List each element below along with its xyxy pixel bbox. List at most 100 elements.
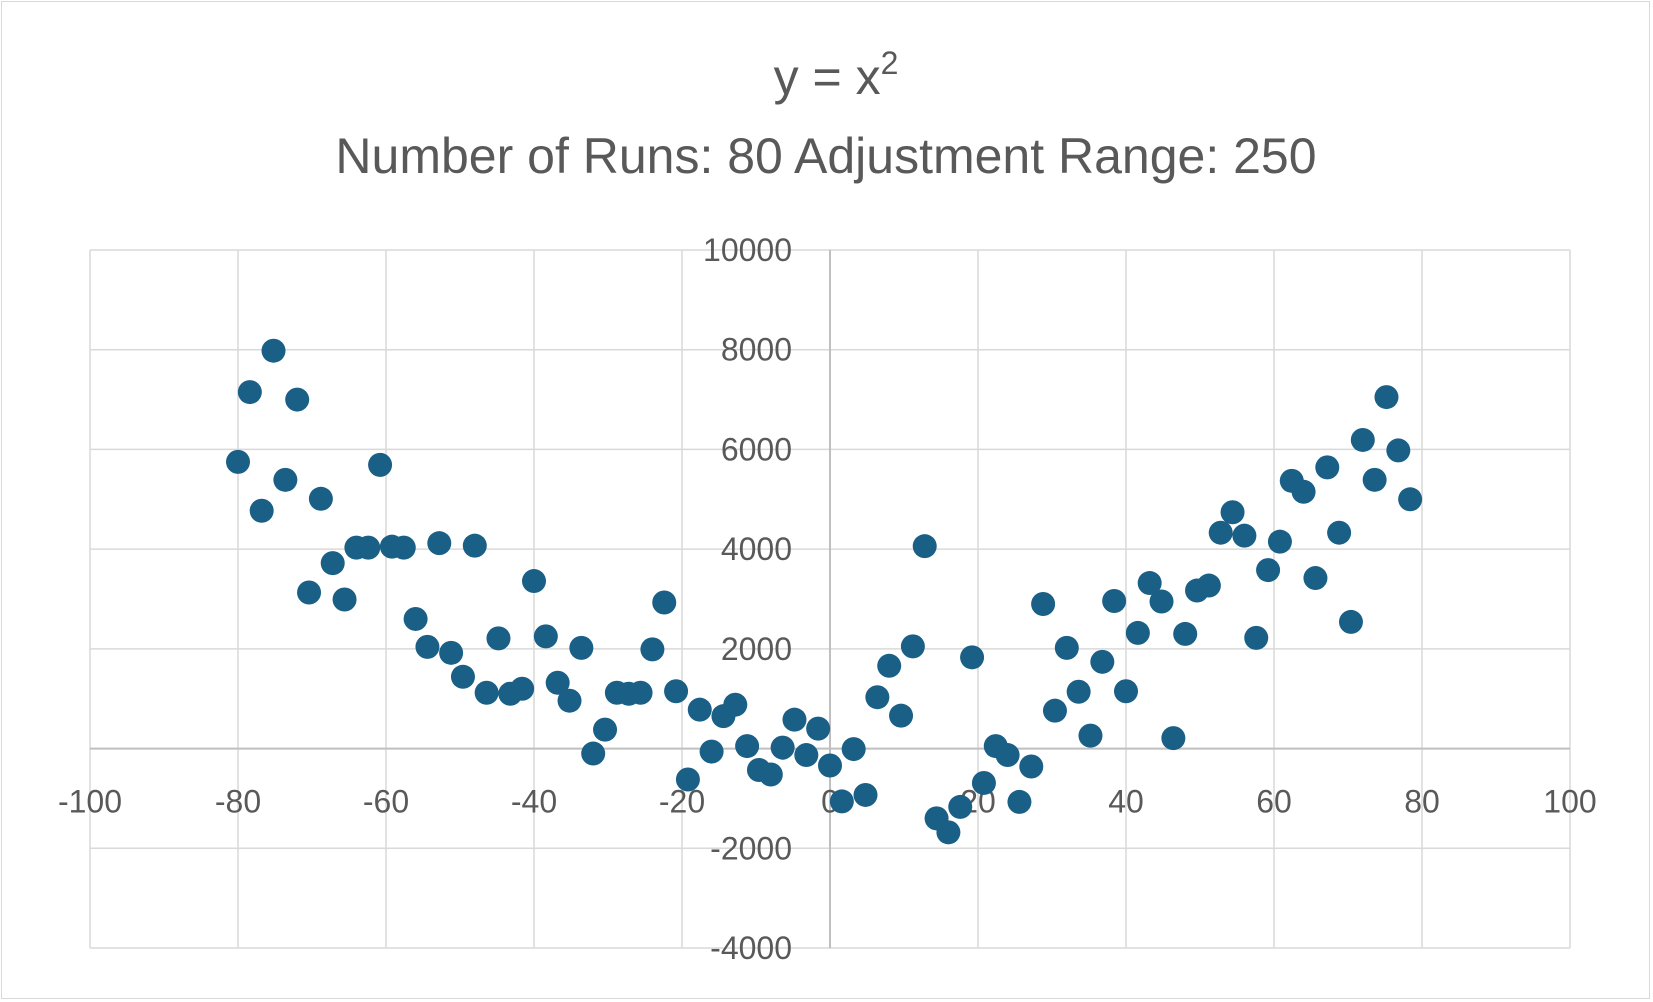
data-point — [1161, 726, 1186, 751]
data-point — [1386, 438, 1411, 463]
y-tick-label: -4000 — [710, 930, 792, 966]
data-point — [569, 635, 594, 660]
data-point — [285, 387, 310, 412]
data-point — [332, 587, 357, 612]
data-point — [853, 782, 878, 807]
x-tick-label: -60 — [363, 784, 409, 820]
data-point — [841, 737, 866, 762]
grid-layer — [89, 249, 1571, 949]
data-point — [1315, 455, 1340, 480]
data-point — [758, 762, 783, 787]
data-point — [1031, 591, 1056, 616]
data-point — [960, 645, 985, 670]
data-point — [770, 735, 795, 760]
data-point — [486, 626, 511, 651]
data-point — [1149, 589, 1174, 614]
data-point — [948, 794, 973, 819]
data-point — [1267, 529, 1292, 554]
data-point — [1232, 523, 1257, 548]
chart-title: y = x2 — [774, 45, 899, 105]
data-point — [723, 692, 748, 717]
y-tick-label: 6000 — [721, 431, 792, 467]
data-point — [877, 653, 902, 678]
data-point — [1007, 789, 1032, 814]
data-point — [593, 717, 618, 742]
data-point — [829, 789, 854, 814]
data-point — [687, 697, 712, 722]
data-points-layer — [226, 338, 1423, 845]
x-tick-label: 40 — [1108, 784, 1144, 820]
data-point — [1090, 649, 1115, 674]
data-point — [439, 640, 464, 665]
data-point — [889, 703, 914, 728]
data-point — [403, 606, 428, 631]
data-point — [1019, 754, 1044, 779]
data-point — [462, 533, 487, 558]
data-point — [450, 664, 475, 689]
data-point — [261, 338, 286, 363]
data-point — [308, 486, 333, 511]
data-point — [900, 634, 925, 659]
data-point — [912, 534, 937, 559]
data-point — [652, 590, 677, 615]
data-point — [237, 380, 262, 405]
data-point — [226, 449, 250, 474]
data-point — [1078, 723, 1103, 748]
data-point — [1398, 487, 1423, 512]
data-point — [522, 569, 546, 594]
y-tick-label: 10000 — [703, 232, 792, 268]
data-point — [865, 685, 890, 710]
data-point — [356, 535, 381, 560]
data-point — [1066, 679, 1091, 704]
data-point — [510, 676, 535, 701]
data-point — [699, 739, 724, 764]
y-tick-label: 2000 — [721, 631, 792, 667]
data-point — [794, 743, 819, 768]
data-point — [1350, 427, 1375, 452]
data-point — [1102, 588, 1127, 613]
data-point — [1114, 679, 1138, 704]
data-point — [640, 637, 665, 662]
data-point — [936, 820, 961, 845]
data-point — [1125, 620, 1150, 645]
x-tick-label: -80 — [215, 784, 261, 820]
data-point — [1042, 698, 1067, 723]
y-tick-label: 4000 — [721, 531, 792, 567]
data-point — [581, 741, 606, 766]
data-point — [1327, 520, 1352, 545]
data-point — [533, 624, 558, 649]
x-tick-label: 60 — [1256, 784, 1292, 820]
data-point — [806, 716, 831, 741]
data-point — [1256, 558, 1281, 583]
data-point — [1291, 479, 1316, 504]
data-point — [1362, 467, 1387, 492]
chart-title-superscript: 2 — [881, 45, 899, 81]
x-tick-label: -40 — [511, 784, 557, 820]
data-point — [368, 452, 393, 477]
data-point — [818, 753, 842, 778]
data-point — [1220, 500, 1245, 525]
data-point — [664, 679, 689, 704]
data-point — [391, 535, 416, 560]
data-point — [415, 634, 440, 659]
data-point — [297, 580, 322, 605]
x-tick-label: 100 — [1543, 784, 1596, 820]
data-point — [1244, 625, 1269, 650]
data-point — [735, 734, 760, 759]
data-point — [995, 743, 1020, 768]
data-point — [782, 707, 807, 732]
data-point — [971, 770, 996, 795]
axis-layer — [90, 250, 1570, 948]
tick-label-layer: -100-80-60-40-20020406080100-4000-200002… — [58, 232, 1597, 966]
data-point — [1173, 621, 1198, 646]
data-point — [545, 670, 570, 695]
chart-title-main: y = x — [774, 49, 881, 105]
data-point — [320, 551, 345, 576]
data-point — [628, 680, 653, 705]
y-tick-label: 8000 — [721, 332, 792, 368]
data-point — [675, 767, 700, 792]
y-tick-label: -2000 — [710, 830, 792, 866]
data-point — [1374, 385, 1399, 410]
